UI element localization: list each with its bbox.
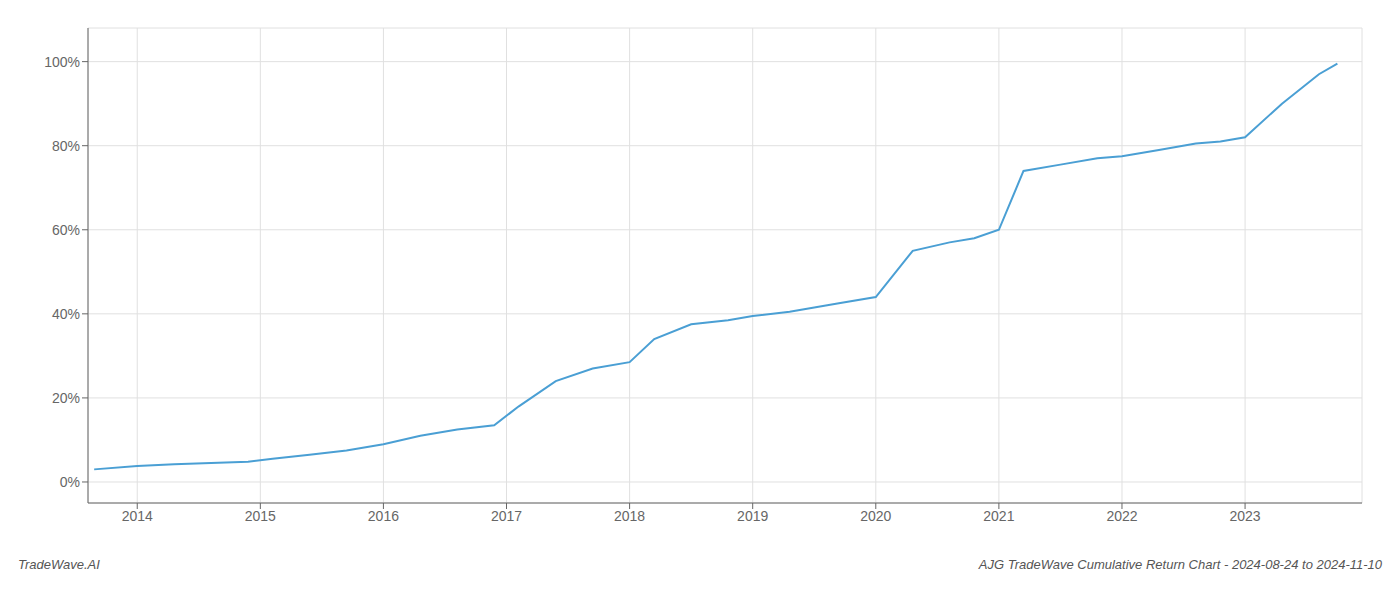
svg-text:2015: 2015	[245, 508, 276, 524]
svg-text:2023: 2023	[1229, 508, 1260, 524]
svg-text:2022: 2022	[1106, 508, 1137, 524]
svg-text:80%: 80%	[52, 138, 80, 154]
svg-text:60%: 60%	[52, 222, 80, 238]
svg-text:2016: 2016	[368, 508, 399, 524]
html-text:AJG TradeWave Cumulative Retur: AJG TradeWave Cumulative Return Chart - …	[978, 557, 1382, 572]
svg-text:40%: 40%	[52, 306, 80, 322]
svg-text:2021: 2021	[983, 508, 1014, 524]
svg-text:20%: 20%	[52, 390, 80, 406]
svg-text:2017: 2017	[491, 508, 522, 524]
svg-text:2018: 2018	[614, 508, 645, 524]
svg-text:0%: 0%	[60, 474, 80, 490]
svg-text:2020: 2020	[860, 508, 891, 524]
svg-text:100%: 100%	[44, 54, 80, 70]
html-text:TradeWave.AI: TradeWave.AI	[18, 557, 100, 572]
svg-text:2019: 2019	[737, 508, 768, 524]
svg-text:2014: 2014	[122, 508, 153, 524]
